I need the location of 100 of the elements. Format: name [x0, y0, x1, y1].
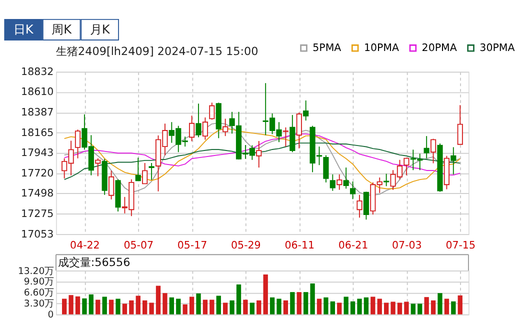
candlestick	[350, 181, 356, 200]
bar	[129, 300, 134, 314]
bar	[116, 298, 120, 314]
bar	[149, 302, 154, 314]
bar	[296, 292, 302, 314]
bar	[122, 304, 128, 314]
bar	[210, 300, 214, 314]
x-tick-label: 07-15	[446, 240, 476, 252]
bar	[96, 300, 100, 314]
candlestick	[330, 174, 336, 192]
x-tick-label: 05-29	[231, 240, 261, 252]
bar	[424, 297, 429, 314]
bar	[202, 300, 208, 314]
bar	[102, 296, 107, 314]
candlestick	[343, 167, 349, 190]
x-tick-label: 06-11	[284, 240, 314, 252]
bar	[377, 298, 382, 314]
y-tick-label: 18387	[21, 106, 54, 119]
bar	[263, 274, 268, 314]
y-tick-label: 18610	[21, 86, 54, 98]
bar	[156, 286, 161, 314]
y-tick-label: 17943	[21, 147, 54, 160]
candlestick	[282, 126, 289, 148]
bar	[243, 300, 248, 314]
candlestick	[108, 170, 114, 200]
candlestick	[202, 116, 208, 140]
y-tick-label: 17498	[21, 188, 54, 200]
bar	[62, 298, 67, 314]
bar	[270, 297, 275, 314]
text: 成交量:56556	[58, 256, 130, 269]
bar	[82, 298, 87, 314]
candlestick	[188, 115, 195, 142]
bar	[310, 283, 315, 314]
x-tick-label: 06-21	[338, 240, 368, 252]
candlestick	[74, 129, 81, 159]
bar	[108, 300, 114, 314]
line-series	[64, 142, 461, 180]
text: 月K	[90, 22, 111, 36]
legend-label: 10PMA	[364, 42, 400, 54]
bar	[410, 304, 416, 314]
bar	[458, 295, 462, 314]
candlestick	[356, 194, 362, 218]
bar	[438, 293, 442, 314]
bar	[189, 296, 194, 314]
legend-label: 20PMA	[422, 42, 457, 54]
bar	[182, 304, 188, 314]
bar	[344, 296, 348, 314]
bar	[357, 298, 362, 314]
candlestick	[363, 191, 370, 220]
bar	[384, 302, 389, 314]
bar	[324, 297, 328, 314]
bar	[176, 298, 181, 314]
bar	[330, 301, 335, 314]
candlestick	[296, 112, 302, 149]
bar	[444, 298, 450, 314]
bar	[304, 292, 308, 314]
candlestick	[196, 103, 202, 138]
y-tick-label: 18832	[21, 66, 54, 78]
text: 日K	[13, 22, 34, 36]
bar	[256, 300, 262, 314]
bar	[196, 293, 201, 314]
bar	[451, 301, 456, 314]
x-tick-label: 07-03	[392, 240, 422, 252]
y-tick-label: 18165	[21, 126, 54, 139]
x-tick-label: 05-17	[177, 240, 208, 252]
candlestick	[95, 158, 101, 177]
candlestick	[457, 104, 463, 145]
bar	[430, 300, 436, 314]
bar	[236, 284, 242, 314]
bar	[283, 300, 288, 314]
bar	[68, 295, 74, 314]
candlestick	[256, 140, 262, 168]
bar	[276, 298, 282, 314]
bar	[364, 297, 369, 314]
candlestick	[450, 146, 456, 175]
legend-label: 5PMA	[312, 42, 342, 54]
candlestick	[222, 118, 228, 137]
bar	[397, 302, 402, 314]
y-tick-label: 0	[48, 310, 54, 321]
bar	[290, 292, 295, 314]
candlestick	[142, 162, 148, 184]
candlestick	[430, 138, 436, 164]
candlestick	[209, 102, 215, 120]
legend-label: 30PMA	[480, 42, 515, 54]
candlestick	[135, 157, 141, 182]
candlestick	[336, 174, 342, 190]
bar	[75, 296, 80, 314]
y-tick-label: 17053	[21, 228, 54, 240]
bar	[216, 296, 221, 314]
y-tick-label: 17275	[21, 208, 54, 220]
candlestick	[323, 154, 329, 183]
candlestick	[148, 162, 154, 180]
bar	[316, 298, 322, 314]
bar	[169, 297, 174, 314]
bar	[88, 294, 94, 314]
y-tick-label: 17720	[21, 167, 54, 180]
bar	[350, 301, 356, 314]
candlestick	[424, 136, 430, 159]
x-tick-label: 04-22	[70, 240, 100, 252]
bar	[337, 302, 342, 314]
